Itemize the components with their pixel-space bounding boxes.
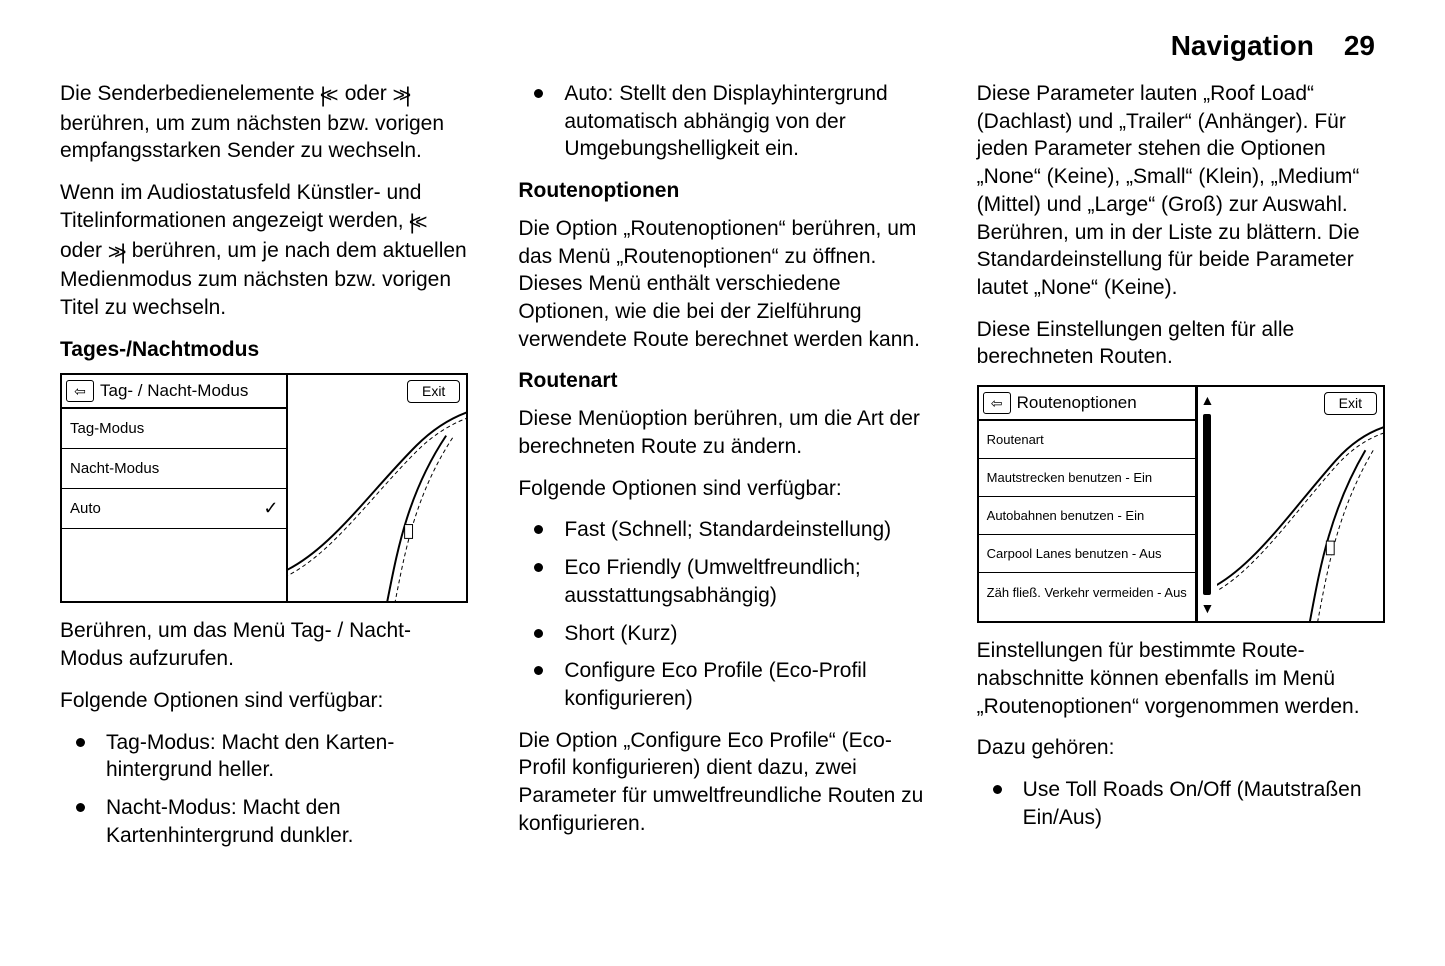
screenshot-title-bar: ⇦ Tag- / Nacht-Modus xyxy=(62,375,286,409)
list-auto-option: Auto: Stellt den Displayhinter­grund aut… xyxy=(518,80,926,163)
screenshot-menu-panel: ⇦ Routenoptionen Routenart Mautstrecken … xyxy=(979,387,1197,621)
list-item: Short (Kurz) xyxy=(518,620,926,648)
scroll-thumb[interactable] xyxy=(1203,414,1211,595)
screenshot-map-panel: Exit xyxy=(1217,387,1383,621)
back-icon[interactable]: ⇦ xyxy=(983,392,1011,414)
section-title: Navigation xyxy=(1171,30,1314,61)
menu-item-traffic[interactable]: Zäh fließ. Verkehr vermeiden - Aus xyxy=(979,573,1195,611)
screenshot-title-bar: ⇦ Routenoptionen xyxy=(979,387,1195,421)
menu-label: Carpool Lanes benutzen - Aus xyxy=(987,545,1162,562)
para-dazu: Dazu gehören: xyxy=(977,734,1385,762)
screenshot-day-night: ⇦ Tag- / Nacht-Modus Tag-Modus Nacht-Mod… xyxy=(60,373,468,603)
list-item: Use Toll Roads On/Off (Mautstraßen Ein/A… xyxy=(977,776,1385,831)
menu-item-autobahn[interactable]: Autobahnen benutzen - Ein xyxy=(979,497,1195,535)
skip-back-icon: |<< xyxy=(320,82,339,110)
list-route-types: Fast (Schnell; Standardein­stellung) Eco… xyxy=(518,516,926,712)
page: Navigation 29 Die Senderbedienelemente |<… xyxy=(0,0,1445,966)
text: oder xyxy=(60,239,108,262)
text: Die Senderbedienelemente xyxy=(60,82,320,105)
screenshot-title: Routenoptionen xyxy=(1017,392,1137,414)
menu-label: Autobahnen benutzen - Ein xyxy=(987,507,1145,524)
para-tuner-controls: Die Senderbedienelemente |<< oder >>| be… xyxy=(60,80,468,165)
screenshot-menu-panel: ⇦ Tag- / Nacht-Modus Tag-Modus Nacht-Mod… xyxy=(62,375,288,601)
map-illustration xyxy=(288,375,466,601)
columns: Die Senderbedienelemente |<< oder >>| be… xyxy=(60,80,1385,864)
list-item: Eco Friendly (Umweltfreundlich; ausstatt… xyxy=(518,554,926,609)
scroll-up-icon[interactable]: ▲ xyxy=(1201,391,1215,409)
map-illustration xyxy=(1217,387,1383,621)
scroll-down-icon[interactable]: ▼ xyxy=(1201,599,1215,617)
list-day-night-options: Tag-Modus: Macht den Karten­hintergrund … xyxy=(60,729,468,850)
screenshot-routenoptionen: ⇦ Routenoptionen Routenart Mautstrecken … xyxy=(977,385,1385,623)
list-item: Tag-Modus: Macht den Karten­hintergrund … xyxy=(60,729,468,784)
column-2: Auto: Stellt den Displayhinter­grund aut… xyxy=(518,80,926,864)
text: berühren, um zum nächsten bzw. vorigen e… xyxy=(60,112,444,163)
para-route-sections: Einstellungen für bestimmte Route­nabsch… xyxy=(977,637,1385,720)
menu-label: Mautstrecken benutzen - Ein xyxy=(987,469,1152,486)
menu-item-carpool[interactable]: Carpool Lanes benutzen - Aus xyxy=(979,535,1195,573)
screenshot-map-panel: Exit xyxy=(288,375,466,601)
menu-item-nacht-modus[interactable]: Nacht-Modus xyxy=(62,449,286,489)
menu-label: Auto xyxy=(70,499,101,519)
heading-routenart: Routenart xyxy=(518,367,926,395)
para-audio-status: Wenn im Audiostatusfeld Künstler- und Ti… xyxy=(60,179,468,322)
para-routenart: Diese Menüoption berühren, um die Art de… xyxy=(518,405,926,460)
page-number: 29 xyxy=(1344,30,1375,61)
menu-label: Nacht-Modus xyxy=(70,459,159,479)
list-item: Fast (Schnell; Standardein­stellung) xyxy=(518,516,926,544)
para-routenoptionen: Die Option „Routenoptionen“ berühren, um… xyxy=(518,215,926,354)
menu-item-maut[interactable]: Mautstrecken benutzen - Ein xyxy=(979,459,1195,497)
scrollbar[interactable]: ▲ ▼ xyxy=(1197,387,1217,621)
para-options-avail-2: Folgende Optionen sind verfügbar: xyxy=(518,475,926,503)
skip-forward-icon: >>| xyxy=(393,82,411,110)
para-all-routes: Diese Einstellungen gelten für alle bere… xyxy=(977,316,1385,371)
heading-routenoptionen: Routenoptionen xyxy=(518,177,926,205)
skip-forward-icon: >>| xyxy=(108,239,126,267)
heading-day-night: Tages-/Nachtmodus xyxy=(60,336,468,364)
para-eco-profile: Die Option „Configure Eco Profile“ (Eco-… xyxy=(518,727,926,838)
para-options-avail: Folgende Optionen sind verfügbar: xyxy=(60,687,468,715)
menu-item-tag-modus[interactable]: Tag-Modus xyxy=(62,409,286,449)
list-item: Nacht-Modus: Macht den Kartenhintergrund… xyxy=(60,794,468,849)
page-header: Navigation 29 xyxy=(60,30,1385,62)
menu-label: Tag-Modus xyxy=(70,419,144,439)
skip-back-icon: |<< xyxy=(409,209,428,237)
menu-label: Zäh fließ. Verkehr vermeiden - Aus xyxy=(987,584,1187,601)
column-1: Die Senderbedienelemente |<< oder >>| be… xyxy=(60,80,468,864)
list-item: Auto: Stellt den Displayhinter­grund aut… xyxy=(518,80,926,163)
menu-item-routenart[interactable]: Routenart xyxy=(979,421,1195,459)
list-item: Configure Eco Profile (Eco-Profil konfig… xyxy=(518,657,926,712)
list-route-section-options: Use Toll Roads On/Off (Mautstraßen Ein/A… xyxy=(977,776,1385,831)
menu-item-auto[interactable]: Auto ✓ xyxy=(62,489,286,529)
screenshot-title: Tag- / Nacht-Modus xyxy=(100,380,248,402)
para-parameters: Diese Parameter lauten „Roof Load“ (Dach… xyxy=(977,80,1385,302)
back-icon[interactable]: ⇦ xyxy=(66,380,94,402)
para-open-menu: Berühren, um das Menü Tag- / Nacht-Modus… xyxy=(60,617,468,672)
text: Wenn im Audiostatusfeld Künstler- und Ti… xyxy=(60,181,421,232)
check-icon: ✓ xyxy=(263,497,278,521)
column-3: Diese Parameter lauten „Roof Load“ (Dach… xyxy=(977,80,1385,864)
menu-label: Routenart xyxy=(987,431,1044,448)
text: oder xyxy=(339,82,393,105)
